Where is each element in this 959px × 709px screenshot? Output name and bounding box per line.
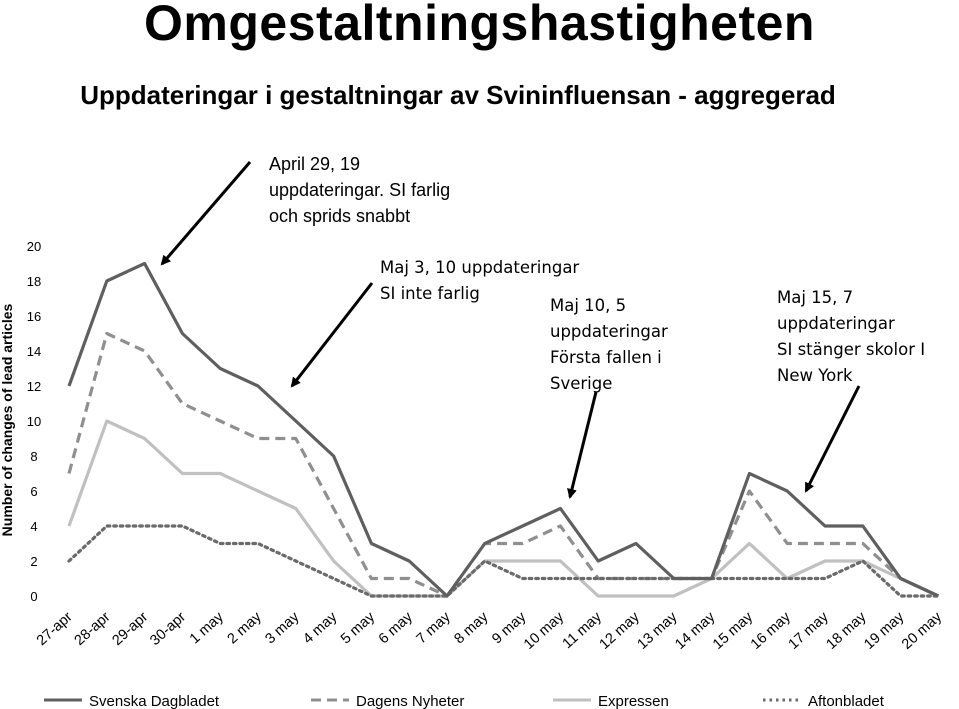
legend-item: Expressen	[553, 693, 669, 709]
legend: Svenska Dagbladet Dagens Nyheter Expressen…	[44, 693, 885, 709]
x-tick-label: 8 may	[451, 609, 492, 648]
x-tick-label: 4 may	[300, 609, 341, 648]
y-tick-label: 4	[30, 519, 37, 534]
series-lines	[67, 261, 941, 598]
series-line-expressen	[67, 419, 940, 598]
annotation-arrow	[160, 161, 252, 266]
annotation-text: Första fallen i	[550, 348, 662, 367]
annotation-text: Maj 15, 7	[777, 288, 853, 307]
y-tick-label: 10	[27, 414, 41, 429]
series-line-svenska-dagbladet	[67, 261, 940, 598]
x-tick-label: 18 may	[823, 609, 870, 653]
annotation-text: uppdateringar. SI farlig	[269, 180, 450, 200]
annotation-text: uppdateringar	[550, 322, 668, 341]
x-tick-label: 17 may	[786, 609, 833, 653]
annotation-text: Maj 10, 5	[550, 296, 626, 315]
x-tick-label: 20 may	[899, 609, 946, 653]
legend-label: Svenska Dagbladet	[89, 693, 220, 709]
annotation-2: Maj 3, 10 uppdateringar SI inte farlig	[290, 258, 579, 388]
annotation-1: April 29, 19 uppdateringar. SI farlig och …	[160, 154, 450, 266]
annotations: April 29, 19 uppdateringar. SI farlig och …	[160, 154, 925, 499]
y-tick-label: 12	[27, 379, 41, 394]
legend-label: Expressen	[598, 693, 669, 709]
annotation-text: SI stänger skolor I	[777, 340, 925, 359]
x-tick-label: 13 may	[634, 609, 681, 653]
x-tick-label: 14 may	[672, 609, 719, 653]
annotation-arrow	[290, 282, 374, 388]
annotation-text: Sverige	[550, 374, 612, 393]
annotation-text: New York	[777, 366, 853, 385]
x-tick-label: 16 may	[748, 609, 795, 653]
annotation-4: Maj 15, 7 uppdateringar SI stänger skolor …	[777, 288, 925, 493]
y-tick-label: 18	[27, 274, 41, 289]
y-tick-label: 8	[30, 449, 37, 464]
x-tick-label: 30-apr	[147, 609, 189, 649]
legend-item: Dagens Nyheter	[311, 693, 464, 709]
y-tick-label: 2	[30, 554, 37, 569]
annotation-text: SI inte farlig	[380, 284, 480, 303]
x-tick-label: 3 may	[262, 609, 303, 648]
annotation-3: Maj 10, 5 uppdateringar Första fallen i Sve…	[550, 296, 668, 499]
y-tick-label: 0	[30, 589, 37, 604]
x-tick-label: 11 may	[560, 609, 606, 652]
series-line-aftonbladet	[67, 524, 941, 598]
annotation-text: och sprids snabbt	[269, 206, 410, 226]
series-line-dagens-nyheter	[67, 331, 940, 598]
y-tick-label: 16	[27, 309, 41, 324]
x-tick-label: 29-apr	[109, 609, 151, 649]
x-tick-label: 1 may	[187, 609, 228, 648]
x-tick-label: 7 may	[414, 609, 455, 648]
x-tick-label: 12 may	[597, 609, 644, 653]
y-tick-label: 20	[27, 239, 41, 254]
x-tick-label: 28-apr	[72, 609, 114, 649]
x-tick-label: 6 may	[376, 609, 417, 648]
x-tick-label: 2 may	[225, 609, 266, 648]
x-tick-label: 19 may	[861, 609, 908, 653]
annotation-arrow	[804, 385, 861, 493]
y-axis-ticks: 0 2 4 6 8 10 12 14 16 18 20	[27, 239, 41, 604]
y-tick-label: 14	[27, 344, 41, 359]
chart-title: Omgestaltningshastigheten	[144, 0, 815, 51]
x-tick-label: 10 may	[521, 609, 568, 653]
legend-item: Aftonbladet	[763, 693, 885, 709]
x-tick-label: 5 may	[338, 609, 379, 648]
legend-label: Aftonbladet	[808, 693, 885, 709]
x-tick-label: 27-apr	[34, 609, 76, 649]
chart-subtitle: Uppdateringar i gestaltningar av Svininf…	[80, 80, 836, 110]
annotation-arrow	[567, 391, 598, 499]
annotation-text: Maj 3, 10 uppdateringar	[380, 258, 579, 277]
x-tick-label: 15 may	[710, 609, 757, 653]
y-axis-label: Number of changes of lead articles	[0, 303, 15, 536]
annotation-text: April 29, 19	[269, 154, 360, 174]
legend-item: Svenska Dagbladet	[44, 693, 220, 709]
y-tick-label: 6	[30, 484, 37, 499]
legend-label: Dagens Nyheter	[356, 693, 464, 709]
annotation-text: uppdateringar	[777, 314, 895, 333]
